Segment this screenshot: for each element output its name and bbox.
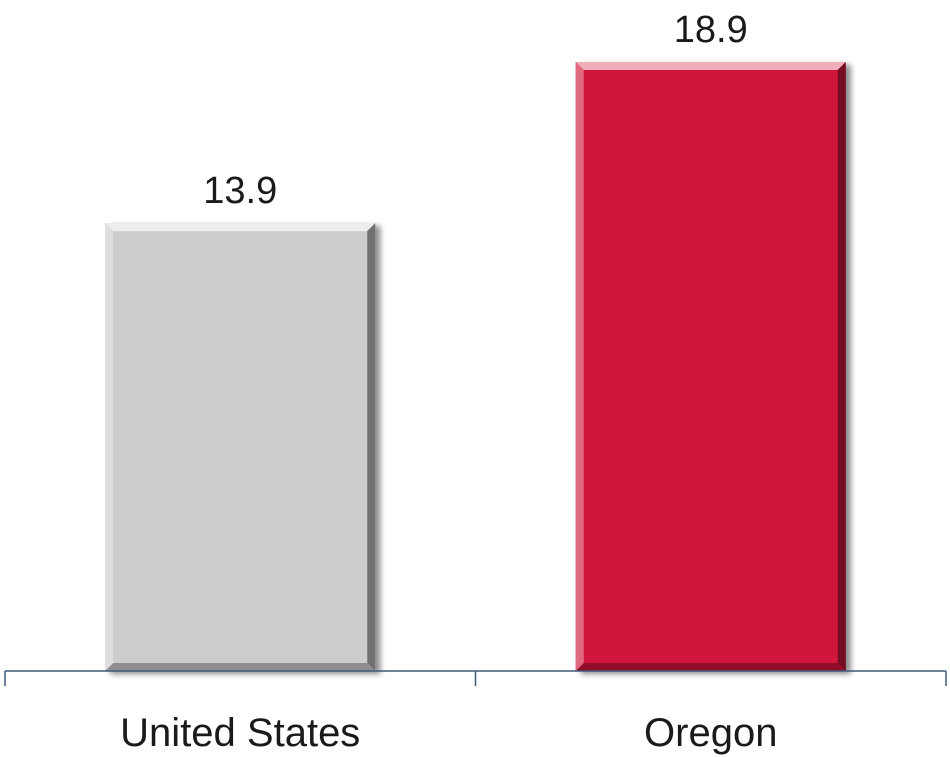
bar-body	[575, 62, 846, 671]
bar-bevel-top	[105, 223, 376, 232]
bar-oregon	[575, 62, 846, 671]
bar-bevel-top	[575, 62, 846, 70]
bar-bevel-bottom	[575, 663, 846, 671]
bar-bevel-right	[837, 62, 846, 671]
bar-bevel-left	[105, 223, 114, 671]
bar-united-states	[105, 223, 376, 671]
x-tick-label: Oregon	[644, 711, 777, 755]
bar-bevel-right	[367, 223, 376, 671]
bar-bevel-left	[575, 62, 584, 671]
bars-layer	[105, 62, 846, 671]
data-label: 13.9	[203, 170, 277, 212]
bar-body	[105, 223, 376, 671]
x-axis	[4, 670, 947, 686]
x-tick-label: United States	[120, 711, 360, 755]
bar-bevel-bottom	[105, 663, 376, 671]
data-label: 18.9	[674, 9, 748, 51]
labels-layer: 13.9 United States 18.9 Oregon	[120, 9, 777, 755]
